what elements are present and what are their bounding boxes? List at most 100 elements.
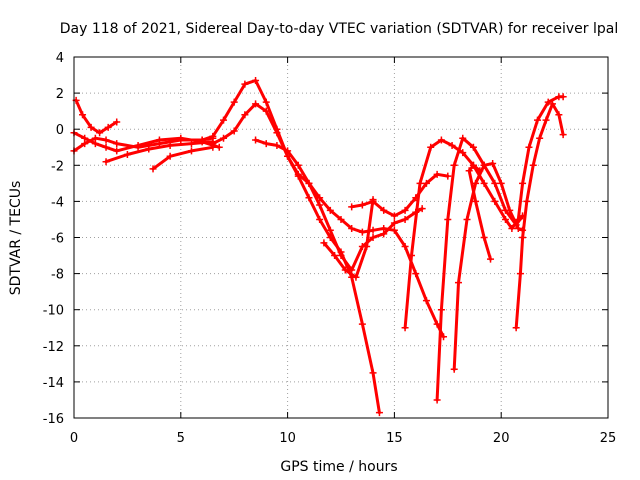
data-point xyxy=(363,243,371,251)
data-point xyxy=(444,215,452,223)
data-point xyxy=(113,147,121,155)
data-point xyxy=(512,324,520,332)
data-point xyxy=(320,239,328,247)
data-point xyxy=(463,215,471,223)
data-point xyxy=(448,141,456,149)
data-point xyxy=(375,409,383,417)
data-point xyxy=(525,143,533,151)
data-point xyxy=(519,179,527,187)
data-point xyxy=(497,179,505,187)
data-point xyxy=(501,215,509,223)
y-axis-label: SDTVAR / TECUs xyxy=(8,181,24,296)
data-point xyxy=(542,116,550,124)
y-tick-label: -12 xyxy=(43,340,64,355)
data-point xyxy=(104,123,112,131)
series-arc-7 xyxy=(209,100,383,417)
data-point xyxy=(519,234,527,241)
data-point xyxy=(401,215,409,223)
series-line xyxy=(211,102,381,415)
data-point xyxy=(534,116,542,124)
data-point xyxy=(198,136,206,144)
series-arc-9 xyxy=(320,196,377,281)
series-line xyxy=(514,102,565,330)
data-point xyxy=(241,111,249,119)
data-point xyxy=(187,147,195,155)
series-line xyxy=(200,79,445,339)
data-point xyxy=(262,140,270,148)
series-arc-3 xyxy=(72,96,121,137)
series-line xyxy=(350,172,450,218)
data-point xyxy=(358,201,366,209)
data-point xyxy=(559,93,567,101)
data-point xyxy=(352,273,360,281)
data-point xyxy=(230,98,238,106)
data-point xyxy=(407,252,415,260)
data-point xyxy=(305,194,313,202)
series-arc-8 xyxy=(252,136,426,274)
data-point xyxy=(273,129,281,137)
data-point xyxy=(454,279,462,287)
data-point xyxy=(102,136,110,144)
data-point xyxy=(294,172,302,180)
series-line xyxy=(322,198,375,279)
data-point xyxy=(358,228,366,236)
data-point xyxy=(209,140,217,148)
y-tick-label: 0 xyxy=(56,123,64,138)
data-point xyxy=(433,170,441,178)
data-point xyxy=(209,132,217,140)
data-point xyxy=(331,252,339,260)
series-arc-15 xyxy=(512,100,567,332)
data-point xyxy=(149,165,157,173)
y-tick-label: 2 xyxy=(56,87,64,102)
data-point xyxy=(102,143,110,151)
data-point xyxy=(252,100,260,108)
data-point xyxy=(215,143,223,151)
series-arc-6 xyxy=(198,76,448,341)
y-tick-label: -4 xyxy=(51,195,64,210)
data-point xyxy=(220,134,228,142)
series-line xyxy=(104,140,215,164)
data-point xyxy=(91,134,99,142)
data-point xyxy=(401,243,409,251)
data-point xyxy=(316,215,324,223)
series-line xyxy=(151,145,215,171)
data-point xyxy=(123,150,131,158)
series-arc-5 xyxy=(149,143,217,173)
data-point xyxy=(369,369,377,377)
data-point xyxy=(508,224,516,232)
data-point xyxy=(220,116,228,124)
x-tick-label: 10 xyxy=(279,431,296,446)
data-point xyxy=(536,134,544,142)
data-point xyxy=(241,80,249,88)
data-point xyxy=(459,149,467,157)
series-line xyxy=(403,95,565,330)
data-point xyxy=(341,266,349,274)
series-line xyxy=(74,98,119,135)
data-point xyxy=(348,203,356,211)
data-point xyxy=(369,226,377,234)
data-point xyxy=(401,324,409,332)
data-point xyxy=(418,205,426,213)
data-point xyxy=(529,161,537,169)
data-point xyxy=(166,152,174,160)
data-point xyxy=(102,158,110,166)
x-tick-label: 20 xyxy=(493,431,510,446)
data-point xyxy=(113,118,121,126)
data-point xyxy=(450,365,458,373)
x-tick-label: 15 xyxy=(386,431,403,446)
data-point xyxy=(96,129,104,137)
data-point xyxy=(559,131,567,139)
data-point xyxy=(166,141,174,149)
data-point xyxy=(480,234,488,241)
x-tick-label: 5 xyxy=(177,431,185,446)
data-point xyxy=(326,206,334,214)
data-point xyxy=(506,206,514,214)
data-point xyxy=(390,226,398,234)
data-point xyxy=(544,98,552,106)
y-tick-label: -8 xyxy=(51,268,64,283)
data-point xyxy=(369,197,377,205)
data-point xyxy=(548,100,556,108)
data-point xyxy=(230,127,238,135)
grid-layer xyxy=(74,57,608,418)
